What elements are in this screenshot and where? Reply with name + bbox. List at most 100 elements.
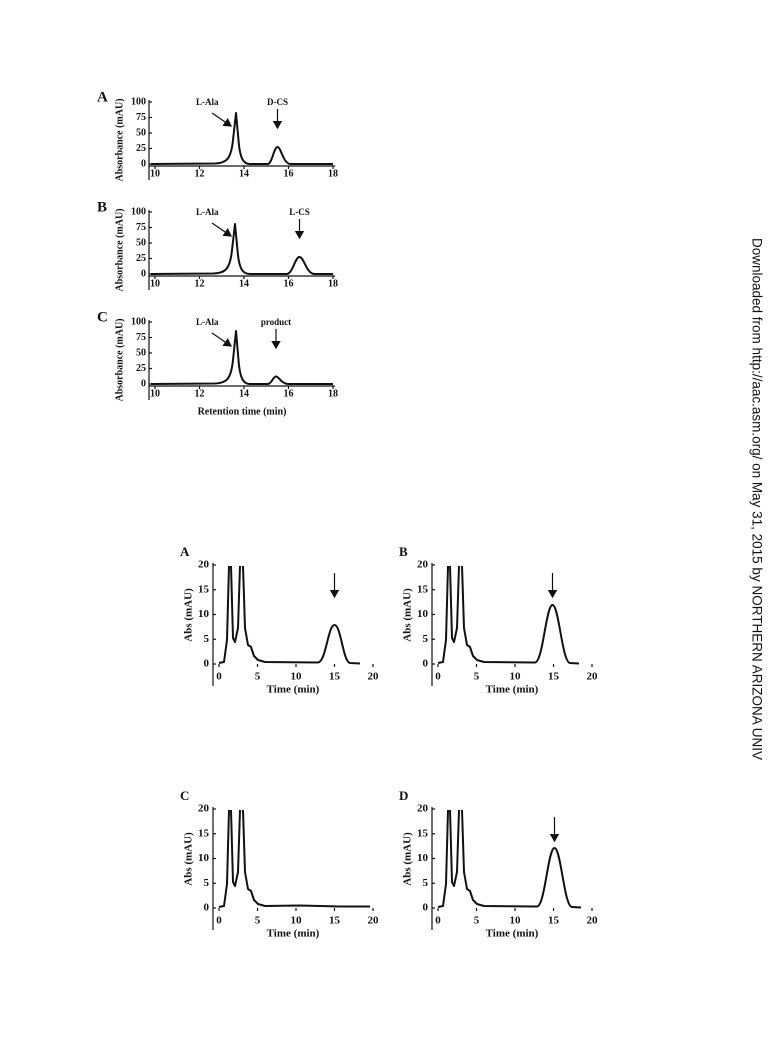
x-tick-label: 20 <box>368 915 380 927</box>
panel-label: A <box>180 544 190 559</box>
panel-label: B <box>97 199 107 215</box>
x-tick-label: 10 <box>150 278 160 289</box>
x-tick-label: 0 <box>435 671 441 683</box>
x-axis-label: Time (min) <box>267 684 320 696</box>
chromatogram <box>218 809 370 908</box>
x-axis-label: Time (min) <box>267 928 320 940</box>
y-tick-label: 20 <box>417 803 429 815</box>
annotation: L-Ala <box>196 317 219 327</box>
x-tick-label: 20 <box>587 671 599 683</box>
x-tick-label: 20 <box>368 671 380 683</box>
chromatogram <box>150 223 333 275</box>
arrow <box>211 222 232 237</box>
x-tick-label: 15 <box>548 671 560 683</box>
x-tick-label: 15 <box>329 671 341 683</box>
y-tick-label: 15 <box>417 827 429 839</box>
x-tick-label: 12 <box>195 388 205 399</box>
y-tick-label: 10 <box>417 608 429 620</box>
y-tick-label: 50 <box>136 127 146 138</box>
y-tick-label: 50 <box>136 237 146 248</box>
y-tick-label: 5 <box>423 633 429 645</box>
y-axis-label: Abs (mAU) <box>402 588 414 642</box>
x-tick-label: 14 <box>239 388 249 399</box>
y-tick-label: 20 <box>417 559 429 571</box>
y-tick-label: 25 <box>136 253 146 264</box>
y-tick-label: 10 <box>417 852 429 864</box>
x-tick-label: 10 <box>291 671 303 683</box>
y-tick-label: 5 <box>204 877 210 889</box>
y-tick-label: 10 <box>198 852 210 864</box>
y-tick-label: 0 <box>423 902 429 914</box>
x-tick-label: 10 <box>510 671 522 683</box>
annotation: L-Ala <box>196 97 219 107</box>
y-axis-label: Abs (mAU) <box>183 832 195 886</box>
y-tick-label: 20 <box>198 803 210 815</box>
y-tick-label: 0 <box>204 658 210 670</box>
x-tick-label: 18 <box>328 388 338 399</box>
y-axis-label: Absorbance (mAU) <box>114 318 125 401</box>
watermark: Downloaded from http://aac.asm.org/ on M… <box>749 238 764 760</box>
x-tick-label: 10 <box>150 388 160 399</box>
y-tick-label: 0 <box>141 268 146 279</box>
chromatogram <box>218 565 361 665</box>
y-axis-label: Absorbance (mAU) <box>114 98 125 181</box>
x-tick-label: 20 <box>587 915 599 927</box>
y-tick-label: 15 <box>198 827 210 839</box>
x-tick-label: 18 <box>328 168 338 179</box>
panel-label: D <box>399 788 408 803</box>
y-axis-label: Absorbance (mAU) <box>114 208 125 291</box>
x-axis-label: Time (min) <box>486 928 539 940</box>
panel-label: A <box>97 89 108 105</box>
y-tick-label: 25 <box>136 363 146 374</box>
y-tick-label: 5 <box>204 633 210 645</box>
arrow <box>211 332 232 347</box>
y-axis-label: Abs (mAU) <box>183 588 195 642</box>
chromatogram <box>150 112 333 165</box>
x-tick-label: 14 <box>239 168 249 179</box>
x-tick-label: 5 <box>255 915 261 927</box>
x-axis-label: Retention time (min) <box>198 406 287 417</box>
y-tick-label: 5 <box>423 877 429 889</box>
x-tick-label: 0 <box>216 915 222 927</box>
x-tick-label: 15 <box>329 915 341 927</box>
x-tick-label: 16 <box>284 168 294 179</box>
y-tick-label: 0 <box>141 158 146 169</box>
y-axis-label: Abs (mAU) <box>402 832 414 886</box>
y-tick-label: 0 <box>141 378 146 389</box>
arrow <box>211 112 232 127</box>
chromatogram <box>437 565 580 665</box>
x-tick-label: 10 <box>291 915 303 927</box>
y-tick-label: 100 <box>131 206 146 217</box>
y-tick-label: 100 <box>131 96 146 107</box>
x-tick-label: 18 <box>328 278 338 289</box>
y-tick-label: 75 <box>136 222 146 233</box>
x-tick-label: 5 <box>255 671 261 683</box>
x-tick-label: 16 <box>284 388 294 399</box>
panel-label: C <box>180 788 189 803</box>
x-tick-label: 5 <box>474 671 480 683</box>
x-tick-label: 0 <box>435 915 441 927</box>
annotation: D-CS <box>267 97 288 107</box>
x-tick-label: 0 <box>216 671 222 683</box>
y-tick-label: 15 <box>417 583 429 595</box>
x-tick-label: 10 <box>510 915 522 927</box>
annotation: L-Ala <box>196 207 219 217</box>
panel-label: B <box>399 544 408 559</box>
y-tick-label: 15 <box>198 583 210 595</box>
y-tick-label: 0 <box>423 658 429 670</box>
y-tick-label: 75 <box>136 112 146 123</box>
y-tick-label: 10 <box>198 608 210 620</box>
x-tick-label: 12 <box>195 278 205 289</box>
x-tick-label: 10 <box>150 168 160 179</box>
annotation: product <box>261 317 291 327</box>
x-tick-label: 12 <box>195 168 205 179</box>
y-tick-label: 20 <box>198 559 210 571</box>
chromatogram <box>150 330 333 385</box>
x-tick-label: 15 <box>548 915 560 927</box>
y-tick-label: 75 <box>136 332 146 343</box>
y-tick-label: 25 <box>136 143 146 154</box>
x-tick-label: 5 <box>474 915 480 927</box>
annotation: L-CS <box>289 207 310 217</box>
y-tick-label: 0 <box>204 902 210 914</box>
